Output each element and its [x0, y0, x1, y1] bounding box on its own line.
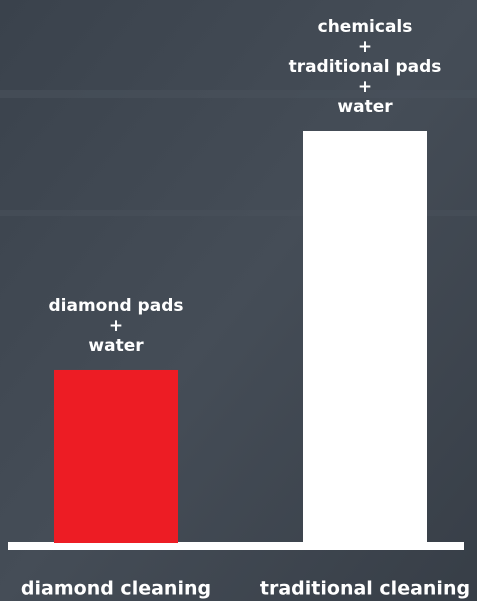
x-tick-label: traditional cleaning — [260, 578, 470, 600]
bar — [54, 369, 178, 543]
background-detail — [0, 90, 477, 98]
background-detail — [0, 210, 477, 216]
annotation: water — [88, 336, 144, 356]
annotation: + — [109, 316, 123, 336]
bar — [303, 131, 427, 543]
baseline — [8, 542, 464, 550]
annotation: + — [358, 37, 372, 57]
annotation: diamond pads — [49, 296, 184, 316]
annotation: traditional pads — [289, 57, 442, 77]
x-tick-label: diamond cleaning — [21, 578, 211, 600]
annotation: water — [337, 97, 393, 117]
annotation: + — [358, 77, 372, 97]
annotation: chemicals — [318, 17, 413, 37]
